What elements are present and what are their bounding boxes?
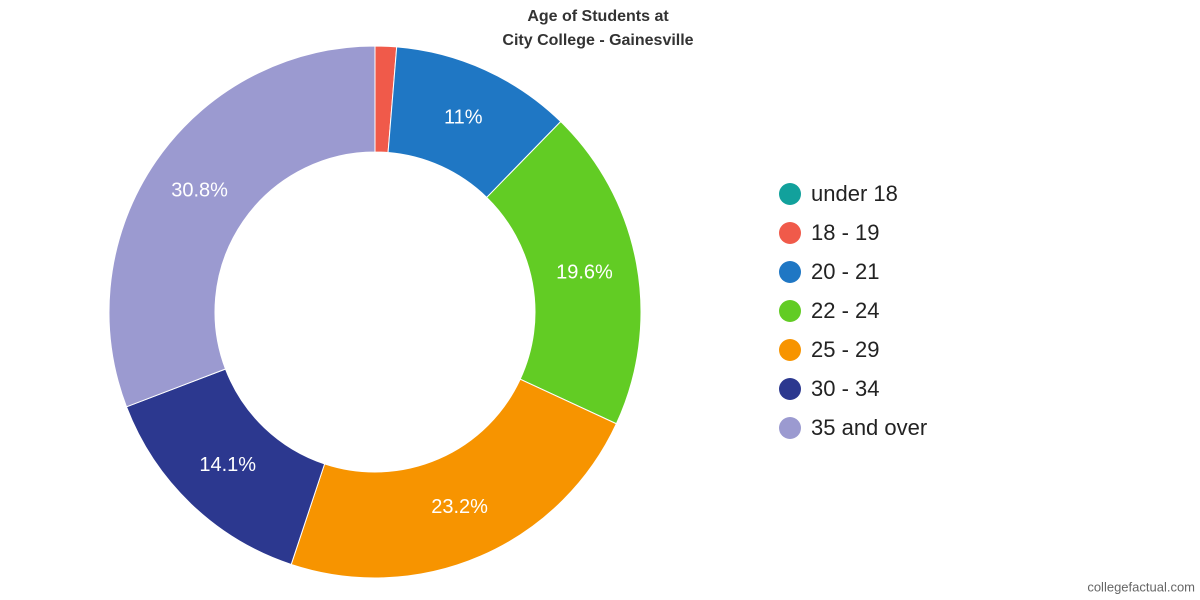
- chart-title: Age of Students at: [527, 8, 669, 25]
- legend-label: 22 - 24: [811, 298, 880, 323]
- source: collegefactual.com: [1087, 579, 1195, 594]
- data-label: 30.8%: [171, 179, 228, 201]
- legend-marker: [779, 417, 801, 439]
- data-label: 23.2%: [431, 496, 488, 518]
- legend-marker: [779, 183, 801, 205]
- legend-label: 18 - 19: [811, 220, 880, 245]
- legend-marker: [779, 300, 801, 322]
- legend-label: under 18: [811, 181, 898, 206]
- legend-marker: [779, 378, 801, 400]
- slice: [485, 120, 642, 425]
- data-label: 14.1%: [199, 454, 256, 476]
- data-label: 11%: [444, 106, 483, 128]
- legend-marker: [779, 261, 801, 283]
- slice: [108, 45, 376, 408]
- legend-label: 25 - 29: [811, 337, 880, 362]
- slice: [290, 378, 618, 579]
- legend-label: 20 - 21: [811, 259, 880, 284]
- data-label: 19.6%: [556, 262, 613, 284]
- legend-marker: [779, 222, 801, 244]
- chart-title: City College - Gainesville: [502, 32, 693, 49]
- legend-label: 35 and over: [811, 415, 927, 440]
- legend-label: 30 - 34: [811, 376, 880, 401]
- legend-marker: [779, 339, 801, 361]
